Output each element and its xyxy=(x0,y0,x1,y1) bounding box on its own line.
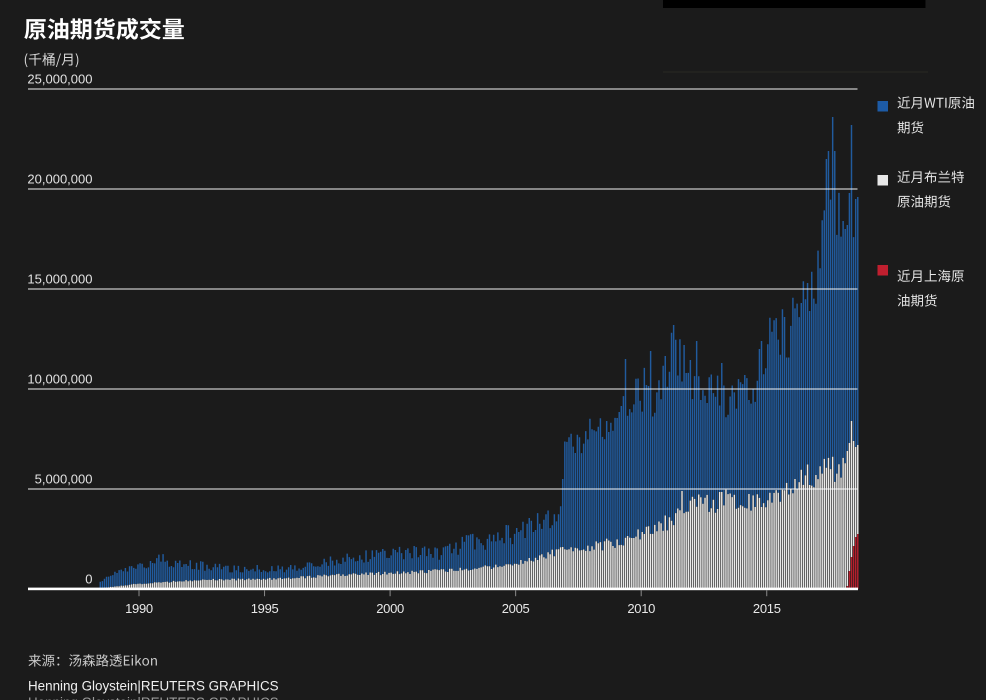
svg-text:2000: 2000 xyxy=(376,601,404,616)
svg-text:Henning Gloystein|REUTERS GRAP: Henning Gloystein|REUTERS GRAPHICS xyxy=(28,695,279,700)
svg-text:20,000,000: 20,000,000 xyxy=(27,172,92,187)
svg-text:1990: 1990 xyxy=(125,601,153,616)
svg-text:0: 0 xyxy=(85,572,92,587)
svg-text:1995: 1995 xyxy=(251,601,279,616)
svg-text:10,000,000: 10,000,000 xyxy=(27,372,92,387)
svg-text:Henning Gloystein|REUTERS GRAP: Henning Gloystein|REUTERS GRAPHICS xyxy=(28,679,279,694)
svg-text:15,000,000: 15,000,000 xyxy=(27,272,92,287)
svg-text:2010: 2010 xyxy=(627,601,655,616)
svg-text:2005: 2005 xyxy=(502,601,530,616)
svg-text:5,000,000: 5,000,000 xyxy=(35,472,93,487)
svg-text:2015: 2015 xyxy=(753,601,781,616)
svg-text:25,000,000: 25,000,000 xyxy=(27,72,92,87)
